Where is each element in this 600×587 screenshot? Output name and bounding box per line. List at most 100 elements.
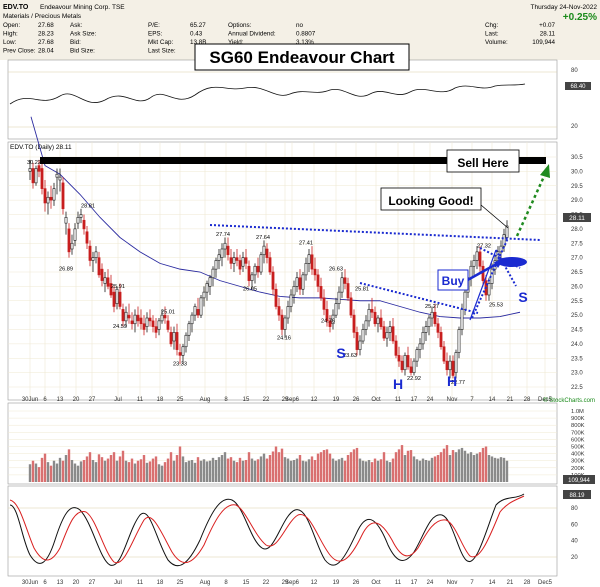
price-point-label: 27.32 — [477, 244, 491, 250]
price-xtick: 25 — [177, 397, 184, 403]
osc-xtick: 28 — [524, 580, 531, 586]
candle-body — [478, 251, 482, 267]
osc-xtick: 15 — [243, 580, 250, 586]
osc-xtick: 11 — [395, 580, 402, 586]
volume-bar — [67, 449, 71, 482]
uptrend-line-2 — [469, 249, 497, 321]
volume-bar — [235, 462, 239, 482]
candle-body — [394, 340, 398, 356]
volume-bar — [133, 463, 137, 482]
price-xtick: 22 — [263, 397, 270, 403]
stat-label: P/E: — [148, 22, 160, 29]
price-xtick: 28 — [524, 397, 531, 403]
candle-body — [46, 196, 50, 204]
volume-bar — [40, 457, 44, 482]
volume-bar — [487, 455, 491, 482]
candle-body — [64, 217, 68, 224]
osc-xtick: Aug — [200, 580, 211, 586]
stat-value: 13.8B — [190, 39, 206, 46]
candle-body — [268, 257, 272, 273]
volume-bar — [160, 465, 164, 482]
price-xtick: 11 — [137, 397, 144, 403]
candle-body — [328, 320, 332, 327]
candle-body — [214, 260, 218, 270]
candle-body — [400, 360, 404, 371]
candle-body — [160, 314, 164, 322]
candle-body — [106, 277, 110, 287]
volume-bar — [46, 462, 50, 482]
volume-bar — [298, 455, 302, 482]
volume-bar — [193, 462, 197, 482]
candle-body — [226, 245, 230, 256]
price-point-label: 27.74 — [216, 232, 230, 238]
volume-bar — [280, 448, 284, 482]
candle-body — [34, 168, 38, 184]
price-point-label: 22.92 — [407, 376, 421, 382]
price-ytick: 30.5 — [571, 155, 583, 161]
volume-bar — [427, 460, 431, 482]
candle-body — [91, 257, 95, 261]
volume-bar — [58, 457, 62, 482]
candle-body — [370, 309, 374, 313]
uptrend-line — [471, 237, 509, 319]
price-ytick: 30.0 — [571, 169, 583, 175]
candle-body — [73, 228, 77, 241]
stat-label: Volume: — [485, 39, 508, 46]
volume-bar — [493, 457, 497, 482]
volume-bar — [439, 452, 443, 482]
volume-bar — [490, 456, 494, 482]
osc-xtick: 13 — [57, 580, 64, 586]
candle-body — [415, 349, 419, 362]
volume-bar — [499, 457, 503, 482]
volume-bar — [481, 447, 485, 482]
price-point-label: 24.76 — [321, 318, 335, 324]
candle-body — [256, 265, 260, 273]
volume-bar — [97, 454, 101, 482]
candle-body — [139, 317, 143, 325]
shoulder-right-label: S — [518, 289, 527, 305]
volume-bar — [469, 452, 473, 482]
osc-xtick: 19 — [333, 580, 340, 586]
head-left-label: H — [393, 376, 403, 392]
candle-body — [289, 294, 293, 307]
sector: Materials / Precious Metals — [3, 13, 82, 20]
price-xtick: 29 — [282, 397, 289, 403]
price-xtick: 8 — [224, 397, 228, 403]
indicator-top-panel: 80 20 68.40 — [7, 59, 591, 140]
candle-body — [229, 257, 233, 264]
price-ytick: 27.0 — [571, 256, 583, 262]
candle-body — [265, 248, 269, 258]
volume-bar — [85, 456, 89, 482]
candle-body — [343, 277, 347, 284]
candle-body — [142, 323, 146, 330]
stat-value: 28.04 — [38, 48, 54, 55]
price-xtick: 18 — [157, 397, 164, 403]
candle-body — [472, 260, 476, 267]
candle-body — [49, 196, 53, 201]
price-xtick: 11 — [395, 397, 402, 403]
volume-bar — [265, 458, 269, 482]
volume-bar — [301, 460, 305, 482]
price-point-label: 23.33 — [173, 361, 187, 367]
stat-label: Last Size: — [148, 48, 176, 55]
volume-bar — [286, 458, 290, 482]
price-ytick: 24.0 — [571, 342, 583, 348]
volume-bar — [217, 457, 221, 482]
minor-trend-2 — [495, 249, 517, 287]
volume-last-value: 109,944 — [568, 478, 590, 484]
candle-body — [337, 291, 341, 304]
volume-bar — [472, 455, 476, 482]
volume-bar — [313, 459, 317, 482]
volume-bar — [190, 459, 194, 482]
volume-bar — [82, 459, 86, 482]
looking-good-box — [380, 187, 482, 211]
stat-label: Open: — [3, 22, 20, 29]
price-point-label: 25.91 — [111, 284, 125, 290]
rsi-line — [9, 83, 526, 105]
stat-label: Low: — [3, 39, 17, 46]
volume-bar — [100, 457, 104, 482]
volume-bar — [505, 460, 509, 482]
last-price-value: 28.11 — [569, 215, 585, 222]
candle-body — [469, 265, 473, 279]
candle-body — [367, 309, 371, 322]
